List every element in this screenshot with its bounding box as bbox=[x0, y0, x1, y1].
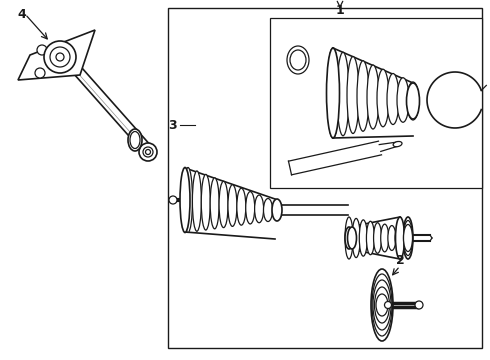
Ellipse shape bbox=[183, 167, 193, 233]
Circle shape bbox=[139, 143, 157, 161]
Ellipse shape bbox=[393, 141, 402, 147]
Ellipse shape bbox=[345, 227, 353, 249]
Ellipse shape bbox=[219, 181, 228, 228]
Ellipse shape bbox=[337, 52, 349, 136]
Bar bbox=[168, 8, 482, 348]
Ellipse shape bbox=[237, 188, 246, 225]
Ellipse shape bbox=[264, 198, 272, 221]
Ellipse shape bbox=[372, 274, 392, 336]
Ellipse shape bbox=[327, 48, 339, 138]
Circle shape bbox=[143, 147, 153, 157]
Ellipse shape bbox=[180, 167, 190, 233]
Circle shape bbox=[385, 302, 392, 309]
Circle shape bbox=[146, 149, 150, 154]
Circle shape bbox=[50, 47, 70, 67]
Circle shape bbox=[415, 301, 423, 309]
Ellipse shape bbox=[193, 171, 201, 231]
Ellipse shape bbox=[387, 73, 399, 125]
Ellipse shape bbox=[374, 287, 390, 323]
Ellipse shape bbox=[371, 269, 393, 341]
Ellipse shape bbox=[403, 225, 413, 252]
Ellipse shape bbox=[367, 221, 374, 255]
Ellipse shape bbox=[245, 192, 255, 224]
Text: 4: 4 bbox=[18, 8, 26, 21]
Bar bbox=[270, 18, 482, 188]
Ellipse shape bbox=[128, 129, 142, 151]
Ellipse shape bbox=[395, 227, 403, 249]
Circle shape bbox=[35, 68, 45, 78]
Ellipse shape bbox=[347, 227, 357, 249]
Circle shape bbox=[56, 53, 64, 61]
Ellipse shape bbox=[381, 224, 389, 252]
Ellipse shape bbox=[388, 226, 396, 251]
Ellipse shape bbox=[287, 46, 309, 74]
Ellipse shape bbox=[326, 48, 340, 138]
Circle shape bbox=[44, 41, 76, 73]
Ellipse shape bbox=[373, 223, 382, 253]
Ellipse shape bbox=[395, 217, 405, 259]
Ellipse shape bbox=[210, 178, 219, 229]
Ellipse shape bbox=[367, 65, 379, 129]
Ellipse shape bbox=[407, 83, 419, 119]
Polygon shape bbox=[18, 30, 95, 80]
Ellipse shape bbox=[377, 69, 389, 127]
Ellipse shape bbox=[347, 57, 359, 134]
Ellipse shape bbox=[376, 294, 388, 316]
Ellipse shape bbox=[130, 131, 140, 149]
Ellipse shape bbox=[201, 174, 210, 230]
Text: 3: 3 bbox=[169, 118, 177, 131]
Ellipse shape bbox=[357, 61, 369, 131]
Ellipse shape bbox=[255, 195, 264, 223]
Ellipse shape bbox=[352, 219, 360, 257]
Text: 2: 2 bbox=[395, 253, 404, 266]
Ellipse shape bbox=[290, 50, 306, 70]
Ellipse shape bbox=[373, 280, 391, 330]
Ellipse shape bbox=[397, 78, 409, 122]
Ellipse shape bbox=[359, 220, 368, 256]
Text: 1: 1 bbox=[336, 4, 344, 17]
Circle shape bbox=[169, 196, 177, 204]
Ellipse shape bbox=[345, 217, 353, 259]
Ellipse shape bbox=[228, 185, 237, 226]
Ellipse shape bbox=[403, 217, 413, 259]
Circle shape bbox=[37, 45, 47, 55]
Ellipse shape bbox=[403, 220, 413, 256]
Ellipse shape bbox=[272, 199, 282, 221]
Ellipse shape bbox=[407, 82, 419, 120]
